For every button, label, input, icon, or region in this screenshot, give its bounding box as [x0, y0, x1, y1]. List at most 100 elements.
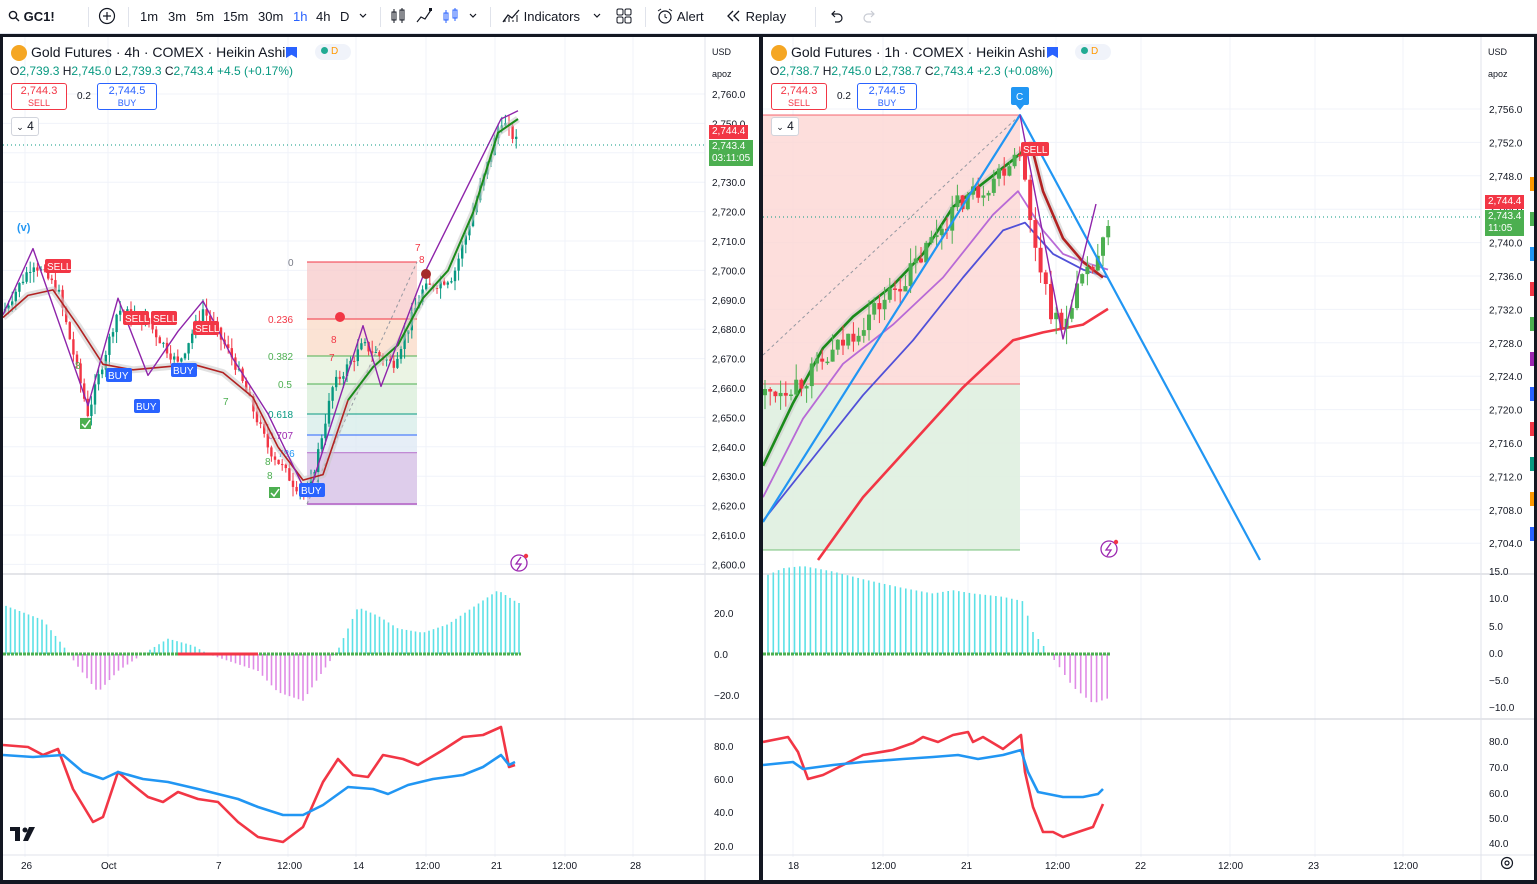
interval-30m-button[interactable]: 30m	[258, 9, 284, 24]
rsi-fast-line	[3, 725, 516, 844]
gear-icon	[1500, 856, 1514, 870]
redo-button[interactable]	[862, 6, 878, 28]
color-marker	[1530, 457, 1534, 471]
candle-body	[191, 333, 194, 344]
macd-axis-label: 0.0	[714, 650, 728, 661]
status-badge[interactable]: D	[1075, 44, 1111, 60]
candle-body	[468, 226, 471, 236]
interval-4h-button[interactable]: 4h	[316, 9, 331, 24]
candle-body	[976, 186, 981, 198]
interval-D-button[interactable]: D	[340, 9, 350, 24]
heikin-ashi-candles[interactable]	[3, 114, 518, 500]
unit-label[interactable]: apoz	[712, 69, 732, 79]
bars-style-button[interactable]	[390, 6, 406, 28]
wave-point-label[interactable]: C	[1011, 87, 1029, 110]
candle-body	[317, 449, 320, 473]
undo-button[interactable]	[828, 6, 844, 28]
interval-1h-button[interactable]: 1h	[293, 9, 308, 24]
collapse-indicators-button[interactable]: ⌄ 4	[11, 117, 39, 136]
candle-body	[119, 310, 122, 315]
interval-15m-button[interactable]: 15m	[223, 9, 249, 24]
interval-5m-button[interactable]: 5m	[196, 9, 215, 24]
check-icon	[80, 418, 91, 429]
line-style-button[interactable]	[416, 6, 432, 28]
flag-icon[interactable]	[286, 47, 297, 58]
left-chart-canvas[interactable]: 2,760.02,750.02,740.02,730.02,720.02,710…	[3, 37, 759, 880]
symbol-search-button[interactable]: GC1!	[8, 6, 55, 28]
buy-signal-label[interactable]: BUY	[299, 483, 325, 497]
buy-button[interactable]: 2,744.5 BUY	[97, 83, 157, 110]
left-chart-title[interactable]: Gold Futures · 4h · COMEX · Heikin Ashi	[31, 44, 286, 60]
candle-body	[295, 486, 298, 492]
candle-body	[169, 353, 172, 360]
sell-signal-label[interactable]: SELL	[151, 311, 178, 325]
candle-body	[830, 349, 835, 362]
buy-signal-label[interactable]: BUY	[171, 363, 197, 377]
macd-axis-label: 15.0	[1489, 567, 1509, 578]
candle-body	[1101, 237, 1105, 256]
candle-body	[86, 398, 89, 417]
rsi-axis-label: 70.0	[1489, 763, 1509, 774]
chevron-down-icon	[469, 13, 477, 18]
compare-symbol-button[interactable]	[98, 6, 116, 28]
settings-button[interactable]	[1500, 856, 1514, 875]
price-axis-label: 2,700.0	[712, 266, 746, 277]
right-chart-canvas[interactable]: 2,756.02,752.02,748.02,744.02,740.02,736…	[763, 37, 1534, 880]
layout-button[interactable]	[616, 6, 632, 28]
macd-axis-label: 20.0	[714, 609, 734, 620]
currency-label[interactable]: USD	[1488, 47, 1508, 57]
sell-button[interactable]: 2,744.3 SELL	[11, 83, 67, 110]
lightning-icon[interactable]	[510, 553, 529, 572]
price-axis-label: 2,640.0	[712, 443, 746, 454]
interval-1m-button[interactable]: 1m	[140, 9, 159, 24]
macd-histogram[interactable]	[5, 591, 520, 701]
ma-100-line	[763, 221, 1109, 522]
candle-body	[1075, 283, 1079, 309]
buy-signal-label[interactable]: BUY	[134, 399, 160, 413]
indicators-dropdown[interactable]	[592, 6, 602, 28]
collapse-indicators-button[interactable]: ⌄ 4	[771, 117, 799, 136]
candle-body	[353, 360, 356, 362]
color-marker	[1530, 212, 1534, 226]
candle-body	[108, 336, 111, 355]
time-axis-label: 7	[216, 861, 222, 872]
time-axis-label: 12:00	[871, 861, 896, 872]
price-axis-label: 2,680.0	[712, 325, 746, 336]
interval-3m-button[interactable]: 3m	[168, 9, 187, 24]
replay-button[interactable]: Replay	[726, 6, 786, 28]
sell-button[interactable]: 2,744.3 SELL	[771, 83, 827, 110]
status-badge[interactable]: D	[315, 44, 351, 60]
buy-signal-label[interactable]: BUY	[106, 368, 132, 382]
lightning-icon[interactable]	[1100, 539, 1119, 558]
currency-label[interactable]: USD	[712, 47, 732, 57]
candle-body	[284, 464, 287, 469]
heikin-ashi-button[interactable]	[442, 6, 460, 28]
chevron-down-icon: ⌄	[776, 122, 784, 132]
sell-signal-label[interactable]: SELL	[45, 259, 72, 273]
candle-body	[453, 270, 457, 282]
flag-icon[interactable]	[1047, 47, 1058, 58]
candle-body	[815, 358, 819, 364]
candle-body	[882, 299, 887, 310]
short-position-risk-zone[interactable]	[763, 115, 1020, 384]
candle-body	[54, 280, 57, 292]
left-chart[interactable]: 2,760.02,750.02,740.02,730.02,720.02,710…	[3, 37, 759, 880]
candle-body	[955, 195, 960, 208]
right-chart[interactable]: 2,756.02,752.02,748.02,744.02,740.02,736…	[763, 37, 1534, 880]
alert-button[interactable]: Alert	[656, 6, 704, 28]
unit-label[interactable]: apoz	[1488, 69, 1508, 79]
interval-dropdown[interactable]	[358, 6, 368, 28]
candle-body	[1002, 168, 1007, 176]
candle-body	[804, 386, 809, 389]
sell-signal-label[interactable]: SELL	[123, 311, 150, 325]
macd-histogram[interactable]	[767, 566, 1109, 703]
macd-axis-label: 10.0	[1489, 594, 1509, 605]
indicators-button[interactable]: Indicators	[502, 6, 580, 28]
buy-button[interactable]: 2,744.5 BUY	[857, 83, 917, 110]
right-chart-title[interactable]: Gold Futures · 1h · COMEX · Heikin Ashi	[791, 44, 1046, 60]
check-box	[80, 418, 91, 429]
lightning-ring	[1100, 540, 1118, 558]
chart-type-dropdown[interactable]	[468, 6, 478, 28]
sell-signal-label[interactable]: SELL	[193, 321, 220, 335]
sell-signal-label[interactable]: SELL	[1021, 142, 1049, 156]
